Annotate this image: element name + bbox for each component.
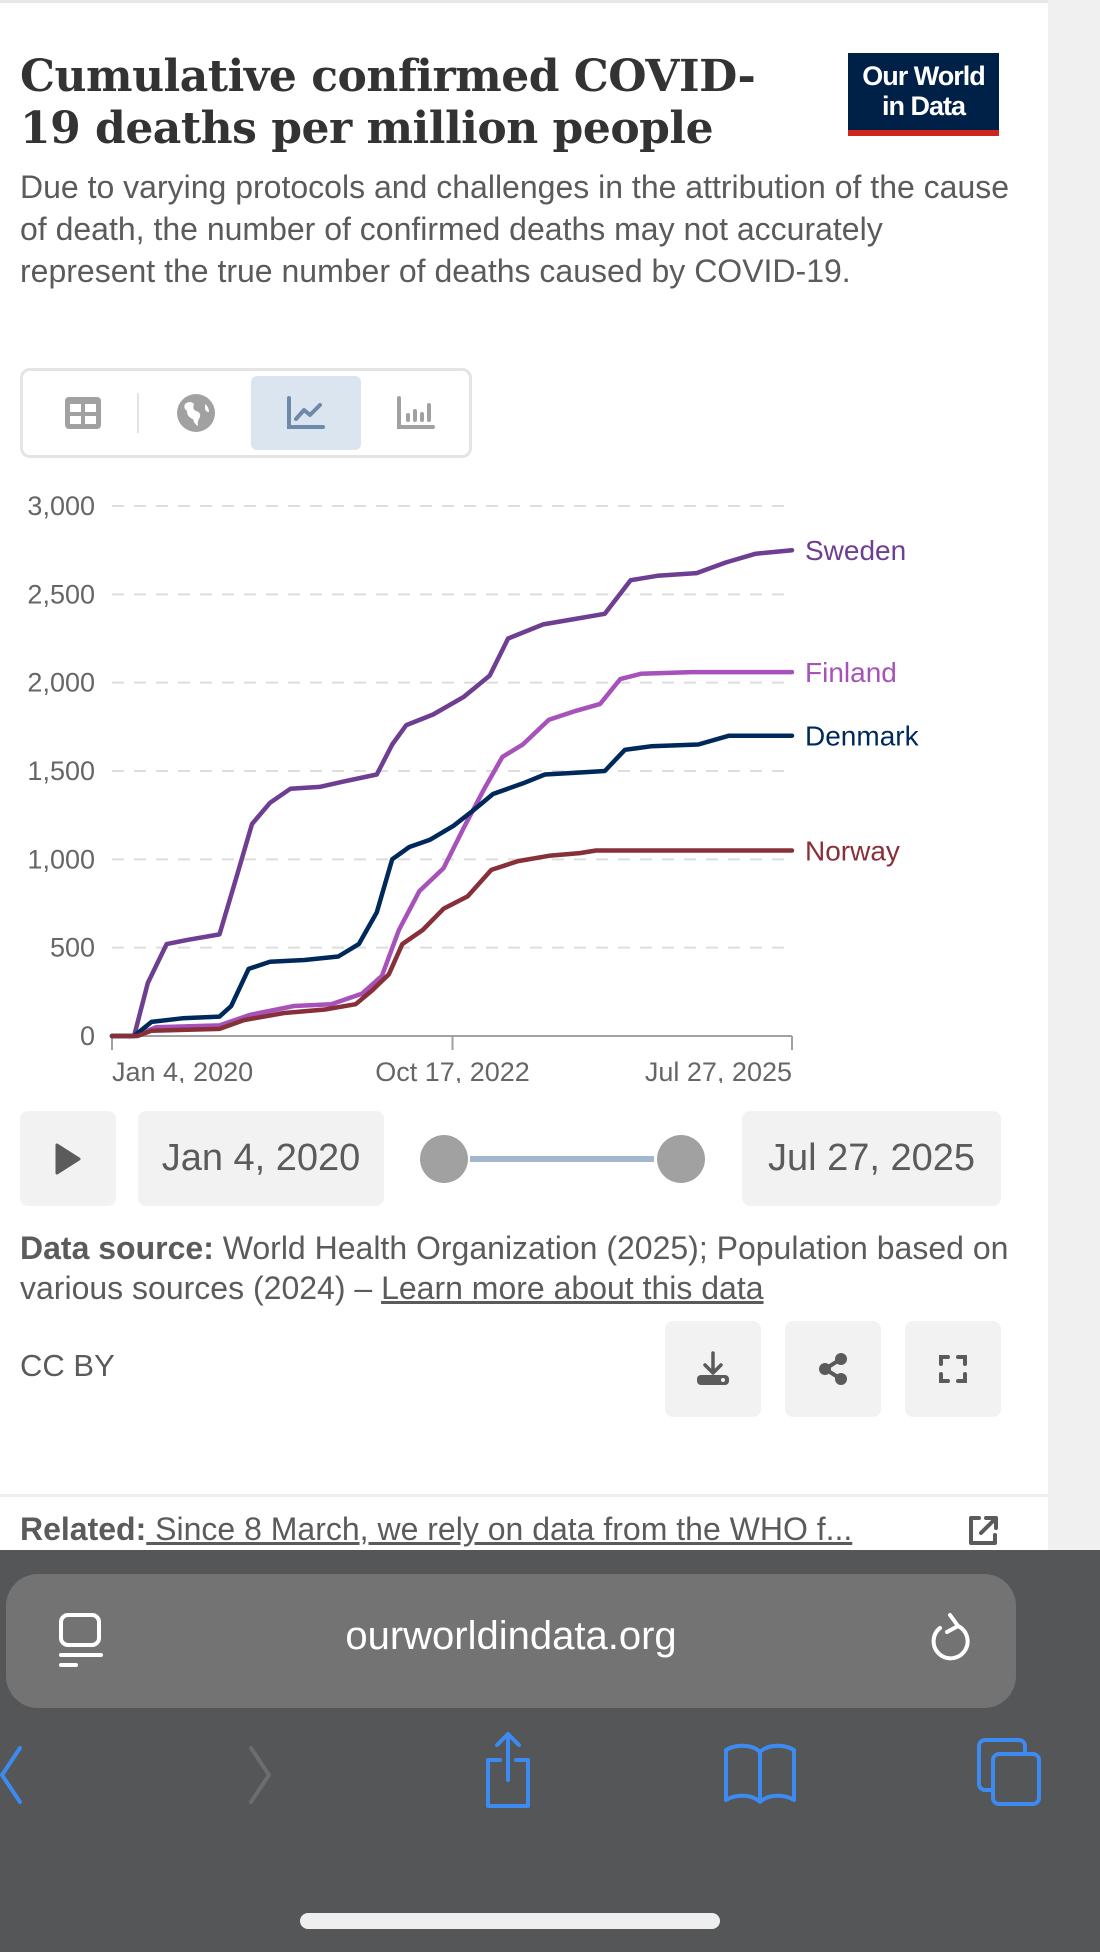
chart-page: Cumulative confirmed COVID-19 deaths per… bbox=[0, 0, 1048, 1553]
tab-map[interactable] bbox=[141, 376, 251, 450]
x-tick-label: Jan 4, 2020 bbox=[112, 1057, 253, 1083]
timeline-start-handle[interactable] bbox=[420, 1135, 468, 1183]
play-icon bbox=[55, 1143, 81, 1174]
bookmarks-icon[interactable] bbox=[722, 1740, 798, 1806]
logo-line1: Our World bbox=[862, 61, 986, 91]
tab-bar-chart[interactable] bbox=[361, 376, 471, 450]
series-label-denmark: Denmark bbox=[805, 721, 920, 752]
x-tick-label: Jul 27, 2025 bbox=[645, 1057, 792, 1083]
chart-subtitle: Due to varying protocols and challenges … bbox=[20, 169, 1010, 289]
chart-title: Cumulative confirmed COVID-19 deaths per… bbox=[20, 51, 756, 154]
x-tick-label: Oct 17, 2022 bbox=[375, 1057, 530, 1083]
line-chart-icon bbox=[287, 396, 325, 429]
y-tick-label: 0 bbox=[80, 1021, 95, 1051]
forward-icon[interactable] bbox=[245, 1745, 275, 1805]
globe-icon bbox=[177, 394, 215, 432]
series-line-finland bbox=[109, 669, 795, 1039]
download-button[interactable] bbox=[665, 1321, 761, 1417]
logo-line2: in Data bbox=[881, 91, 966, 121]
share-icon bbox=[819, 1353, 847, 1385]
url-text[interactable]: ourworldindata.org bbox=[345, 1614, 677, 1658]
source-text: World Health Organization (2025); Popula… bbox=[20, 1230, 1009, 1306]
y-tick-label: 2,500 bbox=[27, 579, 95, 609]
related-link-row: Related: Since 8 March, we rely on data … bbox=[20, 1511, 960, 1548]
fullscreen-button[interactable] bbox=[905, 1321, 1001, 1417]
reload-icon[interactable] bbox=[926, 1610, 976, 1670]
bar-chart-icon bbox=[397, 396, 435, 429]
data-source: Data source: World Health Organization (… bbox=[20, 1228, 1030, 1308]
external-link-icon[interactable] bbox=[965, 1513, 1001, 1549]
y-tick-label: 1,500 bbox=[27, 756, 95, 786]
tabs-icon[interactable] bbox=[975, 1736, 1045, 1808]
download-icon bbox=[697, 1351, 729, 1385]
series-label-norway: Norway bbox=[805, 836, 900, 867]
play-button[interactable] bbox=[20, 1111, 116, 1206]
share-page-icon[interactable] bbox=[478, 1730, 538, 1810]
related-label: Related: bbox=[20, 1511, 147, 1547]
share-button[interactable] bbox=[785, 1321, 881, 1417]
section-divider bbox=[0, 1494, 1048, 1497]
y-tick-label: 2,000 bbox=[27, 668, 95, 698]
series-label-finland: Finland bbox=[805, 657, 897, 688]
source-label: Data source: bbox=[20, 1230, 214, 1266]
tab-separator bbox=[137, 393, 139, 433]
logo-red-bar bbox=[848, 130, 999, 136]
browser-toolbar: ourworldindata.org bbox=[0, 1550, 1100, 1952]
y-tick-label: 1,000 bbox=[27, 844, 95, 874]
start-date-button[interactable]: Jan 4, 2020 bbox=[138, 1111, 384, 1206]
series-line-sweden bbox=[109, 547, 795, 1039]
license-text[interactable]: CC BY bbox=[20, 1348, 115, 1383]
timeline-end-handle[interactable] bbox=[657, 1135, 705, 1183]
learn-more-link[interactable]: Learn more about this data bbox=[381, 1270, 764, 1306]
series-label-sweden: Sweden bbox=[805, 535, 906, 566]
home-indicator[interactable] bbox=[300, 1913, 720, 1929]
series-line-norway bbox=[109, 848, 795, 1039]
line-chart[interactable]: 0 500 1,000 1,500 2,000 2,500 3,000 Jan 4, 2020… bbox=[0, 483, 1048, 1083]
address-bar[interactable]: ourworldindata.org bbox=[6, 1574, 1016, 1708]
tab-line-chart[interactable] bbox=[251, 376, 361, 450]
y-tick-label: 3,000 bbox=[27, 491, 95, 521]
related-link[interactable]: Since 8 March, we rely on data from the … bbox=[146, 1511, 853, 1547]
tab-table[interactable] bbox=[28, 376, 138, 450]
reader-mode-icon[interactable] bbox=[56, 1612, 106, 1672]
end-date-button[interactable]: Jul 27, 2025 bbox=[742, 1111, 1001, 1206]
table-icon bbox=[65, 397, 101, 429]
fullscreen-icon bbox=[939, 1355, 967, 1383]
timeline-track[interactable] bbox=[470, 1156, 654, 1162]
view-tabs bbox=[20, 368, 472, 458]
owid-logo[interactable]: Our World in Data bbox=[848, 53, 999, 136]
series-line-denmark bbox=[109, 733, 795, 1039]
back-icon[interactable] bbox=[0, 1745, 28, 1805]
y-tick-label: 500 bbox=[50, 933, 95, 963]
